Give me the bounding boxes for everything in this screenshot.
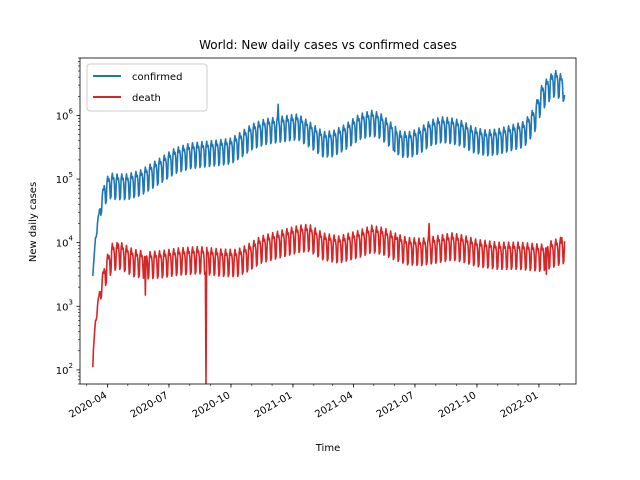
y-tick-label: 102 [56, 362, 73, 377]
y-tick-label: 105 [56, 171, 73, 186]
y-tick-label: 104 [56, 235, 74, 250]
chart-title: World: New daily cases vs confirmed case… [199, 38, 457, 52]
series-layer [92, 69, 566, 384]
x-axis-label: Time [315, 443, 340, 454]
legend-label-confirmed: confirmed [132, 72, 182, 83]
y-tick-label: 106 [56, 107, 74, 122]
series-line-death [92, 222, 566, 384]
y-tick-label: 103 [56, 298, 73, 313]
legend-label-death: death [132, 93, 161, 104]
series-line-confirmed [92, 69, 566, 276]
plot-frame [79, 57, 577, 385]
y-axis-label: New daily cases [28, 182, 39, 262]
legend: confirmed death [86, 63, 208, 112]
